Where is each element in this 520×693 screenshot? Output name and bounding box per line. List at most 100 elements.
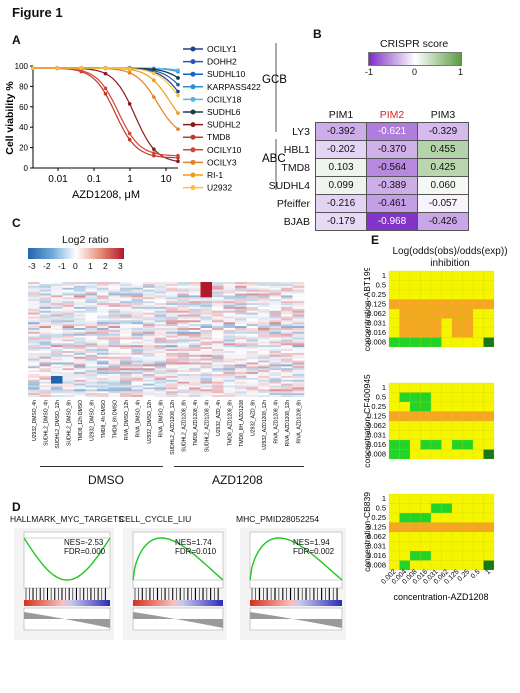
heatmap-cell bbox=[212, 366, 224, 369]
heatmap-cell bbox=[200, 324, 213, 327]
synergy-cell bbox=[472, 503, 484, 514]
heatmap-cell bbox=[258, 351, 270, 354]
heatmap-cell bbox=[74, 393, 86, 396]
heatmap-cell bbox=[85, 328, 98, 331]
enrichment-score-line bbox=[249, 537, 343, 581]
heatmap-cell bbox=[131, 347, 144, 350]
heatmap-cell bbox=[223, 391, 236, 394]
synergy-cell bbox=[430, 439, 442, 450]
data-point bbox=[152, 78, 156, 83]
heatmap-cell bbox=[143, 316, 155, 319]
heatmap-cell bbox=[223, 374, 236, 377]
heatmap-cell bbox=[143, 354, 155, 358]
synergy-cell bbox=[441, 522, 453, 533]
heatmap-cell bbox=[120, 374, 132, 377]
synergy-row-tick: 0.008 bbox=[367, 450, 386, 459]
heatmap-cell bbox=[269, 395, 282, 397]
heatmap-cell bbox=[39, 389, 52, 392]
heatmap-cell bbox=[258, 362, 270, 365]
heatmap-cell bbox=[62, 331, 75, 335]
heatmap-cell bbox=[258, 389, 270, 392]
heatmap-cell bbox=[166, 308, 178, 312]
heatmap-cell bbox=[131, 316, 144, 319]
heatmap-cell bbox=[246, 305, 259, 308]
heatmap-cell bbox=[51, 314, 63, 317]
synergy-cell bbox=[441, 430, 453, 441]
heatmap-cell bbox=[166, 305, 178, 308]
heatmap-cell bbox=[108, 297, 121, 300]
heatmap-cell bbox=[74, 299, 86, 302]
heatmap-cell bbox=[85, 291, 98, 294]
heatmap-cell bbox=[85, 381, 98, 384]
heatmap-cell bbox=[143, 375, 155, 379]
heatmap-cell bbox=[74, 285, 86, 289]
heatmap-cell bbox=[258, 385, 270, 388]
heatmap-cell bbox=[281, 301, 293, 304]
heatmap-cell bbox=[154, 381, 167, 384]
heatmap-cell bbox=[154, 322, 167, 325]
heatmap-cell bbox=[246, 370, 259, 373]
heatmap-cell bbox=[28, 362, 40, 365]
heatmap-cell bbox=[166, 306, 178, 310]
heatmap-cell bbox=[85, 303, 98, 306]
heatmap-cell bbox=[235, 324, 247, 327]
heatmap-cell bbox=[143, 360, 155, 363]
heatmap-cell bbox=[246, 377, 259, 381]
heatmap-cell bbox=[212, 328, 224, 331]
heatmap-cell bbox=[189, 364, 201, 367]
heatmap-cell bbox=[28, 385, 40, 388]
heatmap-cell bbox=[258, 381, 270, 384]
synergy-row-tick: 0.008 bbox=[367, 561, 386, 570]
heatmap-cell bbox=[166, 320, 178, 323]
synergy-row-tick: 1 bbox=[382, 383, 386, 392]
heatmap-cell bbox=[39, 379, 52, 382]
heatmap-cell bbox=[166, 283, 178, 287]
heatmap-cell bbox=[281, 312, 293, 315]
heatmap-cell bbox=[281, 375, 293, 379]
heatmap-cell bbox=[281, 329, 293, 333]
heatmap-cell bbox=[143, 320, 155, 323]
synergy-cell bbox=[441, 270, 453, 281]
heatmap-cell bbox=[74, 389, 86, 392]
legend-label: RI-1 bbox=[207, 170, 223, 180]
heatmap-cell bbox=[200, 310, 213, 313]
synergy-cell bbox=[420, 318, 432, 329]
heatmap-cell bbox=[177, 339, 190, 342]
heatmap-cell bbox=[200, 347, 213, 350]
heatmap-cell bbox=[281, 282, 293, 285]
heatmap-cell bbox=[51, 303, 63, 306]
data-point bbox=[176, 111, 180, 115]
heatmap-cell bbox=[258, 301, 270, 304]
heatmap-cell bbox=[177, 337, 190, 340]
heatmap-cell bbox=[39, 291, 52, 294]
heatmap-cell bbox=[246, 381, 259, 384]
heatmap-cell bbox=[120, 352, 132, 356]
heatmap-cell bbox=[177, 358, 190, 361]
heatmap-cell bbox=[154, 387, 167, 390]
heatmap-cell bbox=[131, 295, 144, 298]
synergy-cell bbox=[462, 512, 474, 523]
synergy-cell bbox=[430, 522, 442, 533]
heatmap-cell bbox=[258, 377, 270, 381]
legend-marker bbox=[190, 46, 196, 52]
gsea-title: HALLMARK_MYC_TARGETS bbox=[10, 514, 124, 524]
heatmap-cell bbox=[108, 335, 121, 338]
heatmap-cell bbox=[131, 354, 144, 358]
heatmap-cell bbox=[39, 351, 52, 354]
heatmap-cell bbox=[281, 343, 293, 346]
legend-label: SUDHL6 bbox=[207, 107, 241, 117]
data-point bbox=[103, 71, 108, 76]
heatmap-cell bbox=[131, 389, 144, 392]
heatmap-cell bbox=[39, 295, 52, 298]
heatmap-cell bbox=[74, 324, 86, 327]
heatmap-cell bbox=[143, 381, 155, 384]
heatmap-cell bbox=[292, 370, 305, 373]
heatmap-cell bbox=[281, 393, 293, 396]
heatmap-cell bbox=[74, 379, 86, 382]
synergy-cell bbox=[462, 280, 474, 291]
heatmap-cell bbox=[97, 308, 109, 312]
synergy-cell bbox=[451, 280, 463, 291]
heatmap-cell bbox=[258, 356, 270, 359]
heatmap-cell bbox=[258, 358, 270, 361]
heatmap-cell bbox=[223, 381, 236, 384]
